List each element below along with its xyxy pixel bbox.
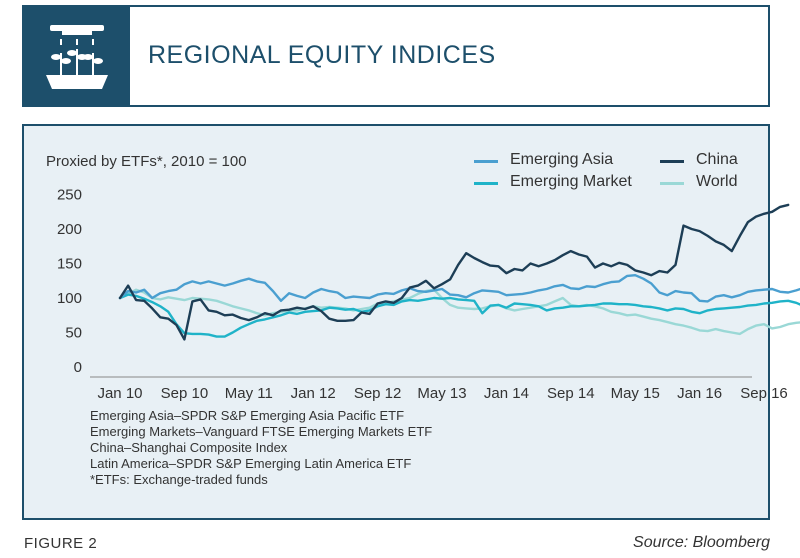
series-line-china [118, 203, 790, 341]
x-tick-label: Jan 14 [484, 385, 529, 402]
x-tick-label: Jan 10 [97, 385, 142, 402]
legend-item-china: China [660, 151, 760, 171]
seedlings-icon [46, 25, 108, 89]
legend-label-china: China [696, 151, 738, 168]
series-line-emerging-asia [118, 274, 800, 303]
legend-swatch-emerging-market [474, 182, 498, 185]
note-emerging-asia: Emerging Asia–SPDR S&P Emerging Asia Pac… [90, 408, 405, 423]
x-tick-label: Jan 16 [677, 385, 722, 402]
chart-panel [22, 124, 770, 520]
legend-swatch-china [660, 160, 684, 163]
chart-notes: Emerging Asia–SPDR S&P Emerging Asia Pac… [90, 408, 432, 488]
legend-label-emerging-market: Emerging Market [510, 173, 632, 190]
series-line-emerging-market [118, 293, 800, 338]
x-tick-label: Sep 14 [547, 385, 595, 402]
legend-item-world: World [660, 173, 760, 193]
header-banner: REGIONAL EQUITY INDICES [22, 5, 770, 107]
page-title: REGIONAL EQUITY INDICES [148, 41, 496, 69]
figure-label: FIGURE 2 [24, 535, 98, 552]
legend-label-world: World [696, 173, 738, 190]
series-line-world [118, 288, 800, 336]
y-tick-label: 100 [57, 290, 82, 307]
y-tick-label: 150 [57, 256, 82, 273]
legend-item-emerging-market: Emerging Market [474, 173, 654, 193]
x-tick-label: May 13 [417, 385, 466, 402]
legend-swatch-emerging-asia [474, 160, 498, 163]
legend-label-emerging-asia: Emerging Asia [510, 151, 614, 168]
chart-subtitle: Proxied by ETFs*, 2010 = 100 [46, 153, 247, 170]
x-tick-label: May 11 [225, 385, 273, 402]
legend-swatch-world [660, 182, 684, 185]
x-tick-label: Sep 16 [740, 385, 788, 402]
x-tick-label: Jan 12 [291, 385, 336, 402]
note-latin-america: Latin America–SPDR S&P Emerging Latin Am… [90, 456, 412, 471]
note-china: China–Shanghai Composite Index [90, 440, 288, 455]
y-tick-label: 200 [57, 221, 82, 238]
note-emerging-markets: Emerging Markets–Vanguard FTSE Emerging … [90, 424, 433, 439]
note-etfs: *ETFs: Exchange-traded funds [90, 472, 268, 487]
x-tick-label: Sep 12 [354, 385, 402, 402]
y-tick-label: 0 [74, 359, 82, 376]
legend-item-emerging-asia: Emerging Asia [474, 151, 634, 171]
source-label: Source: Bloomberg [633, 534, 770, 551]
x-tick-label: Sep 10 [161, 385, 209, 402]
y-tick-label: 50 [65, 325, 82, 342]
header-icon-box [24, 7, 130, 105]
x-tick-label: May 15 [611, 385, 660, 402]
y-tick-label: 250 [57, 187, 82, 204]
